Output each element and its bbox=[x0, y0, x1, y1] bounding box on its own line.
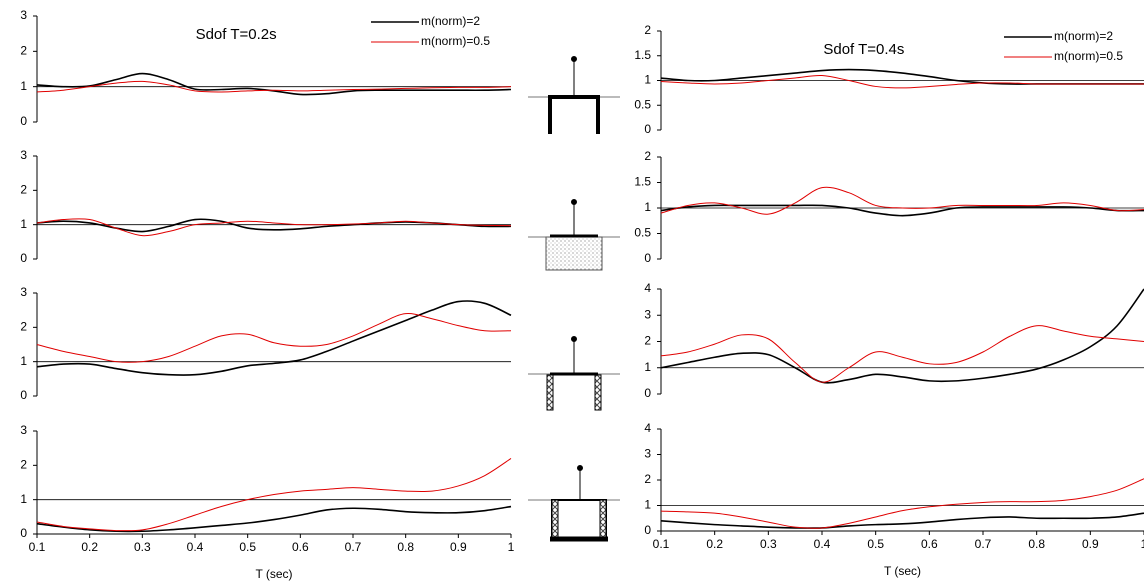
y-tick-label: 3 bbox=[644, 447, 651, 461]
y-tick-label: 0.5 bbox=[634, 226, 651, 240]
series-line bbox=[36, 312, 512, 363]
chart-title: Sdof T=0.2s bbox=[196, 26, 277, 43]
series-line bbox=[660, 325, 1144, 383]
x-tick-label: 0.6 bbox=[292, 540, 309, 554]
y-tick-label: 0 bbox=[644, 523, 651, 537]
x-tick-label: 1 bbox=[1141, 537, 1144, 551]
icon-piles bbox=[528, 336, 620, 411]
series-line bbox=[660, 186, 1144, 215]
y-tick-label: 4 bbox=[644, 281, 651, 295]
x-tick-label: 0.7 bbox=[345, 540, 362, 554]
y-tick-label: 3 bbox=[20, 148, 27, 162]
x-tick-label: 0.1 bbox=[653, 537, 670, 551]
series-line bbox=[660, 68, 1144, 85]
y-tick-label: 1 bbox=[20, 79, 27, 93]
x-tick-label: 0.8 bbox=[1028, 537, 1045, 551]
x-tick-label: 0.4 bbox=[814, 537, 831, 551]
panel: 0 1 2 3 4 0.1 0.2 0.3 0.4 0.5 0.6 0.7 0.8 0.9 1 T (sec) bbox=[644, 421, 1144, 578]
y-tick-label: 2 bbox=[644, 472, 651, 486]
y-tick-label: 0 bbox=[20, 526, 27, 540]
panel: 0 1 2 3 0.1 0.2 0.3 0.4 0.5 0.6 0.7 0.8 0.9 1 T (sec) bbox=[20, 423, 514, 581]
y-tick-label: 2 bbox=[644, 23, 651, 37]
x-axis-label: T (sec) bbox=[884, 564, 921, 578]
series-line bbox=[36, 458, 512, 532]
series-line bbox=[660, 204, 1144, 217]
panel: 0 1 2 3 bbox=[20, 148, 512, 265]
icon-frame bbox=[528, 56, 620, 134]
series-line bbox=[36, 218, 512, 237]
y-tick-label: 2 bbox=[644, 334, 651, 348]
series-line bbox=[36, 300, 512, 376]
x-tick-label: 0.3 bbox=[760, 537, 777, 551]
legend-label: m(norm)=2 bbox=[421, 14, 480, 28]
icon-soil bbox=[528, 199, 620, 271]
series-line bbox=[36, 80, 512, 93]
series-line bbox=[660, 288, 1144, 384]
x-tick-label: 0.1 bbox=[29, 540, 46, 554]
panel: 0 0.5 1 1.5 2 Sdof T=0.4s m(norm)=2 m(norm)=0.5 bbox=[634, 23, 1144, 136]
x-axis-label: T (sec) bbox=[255, 567, 292, 581]
y-tick-label: 0 bbox=[644, 122, 651, 136]
y-tick-label: 1 bbox=[20, 217, 27, 231]
chart-title: Sdof T=0.4s bbox=[823, 41, 904, 58]
x-tick-label: 0.4 bbox=[187, 540, 204, 554]
series-line bbox=[660, 478, 1144, 529]
legend-label: m(norm)=2 bbox=[1054, 29, 1113, 43]
series-line bbox=[36, 505, 512, 533]
x-tick-label: 0.2 bbox=[706, 537, 723, 551]
y-tick-label: 1 bbox=[644, 498, 651, 512]
x-tick-label: 0.2 bbox=[81, 540, 98, 554]
legend-label: m(norm)=0.5 bbox=[1054, 49, 1123, 63]
y-tick-label: 1 bbox=[644, 360, 651, 374]
y-tick-label: 0 bbox=[644, 386, 651, 400]
y-tick-label: 1 bbox=[644, 200, 651, 214]
y-tick-label: 3 bbox=[644, 307, 651, 321]
y-tick-label: 0 bbox=[644, 251, 651, 265]
panel: 0 1 2 3 bbox=[20, 285, 512, 402]
y-tick-label: 0.5 bbox=[634, 97, 651, 111]
y-tick-label: 2 bbox=[644, 149, 651, 163]
icons bbox=[528, 56, 620, 542]
y-tick-label: 1.5 bbox=[634, 175, 651, 189]
y-tick-label: 2 bbox=[20, 458, 27, 472]
y-tick-label: 0 bbox=[20, 388, 27, 402]
x-tick-label: 0.5 bbox=[867, 537, 884, 551]
series-line bbox=[660, 512, 1144, 529]
x-tick-label: 0.3 bbox=[134, 540, 151, 554]
x-tick-label: 0.5 bbox=[239, 540, 256, 554]
y-tick-label: 3 bbox=[20, 285, 27, 299]
y-tick-label: 4 bbox=[644, 421, 651, 435]
panel: 0 1 2 3 4 bbox=[644, 281, 1144, 400]
series-line bbox=[36, 72, 512, 96]
panel: 0 1 2 3 Sdof T=0.2s m(norm)=2 m(norm)=0.5 bbox=[20, 8, 512, 128]
y-tick-label: 1.5 bbox=[634, 48, 651, 62]
icon-box bbox=[528, 465, 620, 542]
y-tick-label: 1 bbox=[644, 73, 651, 87]
x-tick-label: 0.9 bbox=[450, 540, 467, 554]
y-tick-label: 3 bbox=[20, 423, 27, 437]
x-tick-label: 0.6 bbox=[921, 537, 938, 551]
y-tick-label: 2 bbox=[20, 44, 27, 58]
x-tick-label: 0.8 bbox=[397, 540, 414, 554]
legend-label: m(norm)=0.5 bbox=[421, 34, 490, 48]
x-tick-label: 0.9 bbox=[1082, 537, 1099, 551]
y-tick-label: 0 bbox=[20, 251, 27, 265]
y-tick-label: 0 bbox=[20, 114, 27, 128]
y-tick-label: 2 bbox=[20, 320, 27, 334]
y-tick-label: 1 bbox=[20, 492, 27, 506]
y-tick-label: 1 bbox=[20, 354, 27, 368]
y-tick-label: 3 bbox=[20, 8, 27, 22]
x-tick-label: 1 bbox=[508, 540, 515, 554]
panel: 0 0.5 1 1.5 2 bbox=[634, 149, 1144, 265]
series-line bbox=[660, 75, 1144, 89]
y-tick-label: 2 bbox=[20, 183, 27, 197]
x-tick-label: 0.7 bbox=[975, 537, 992, 551]
